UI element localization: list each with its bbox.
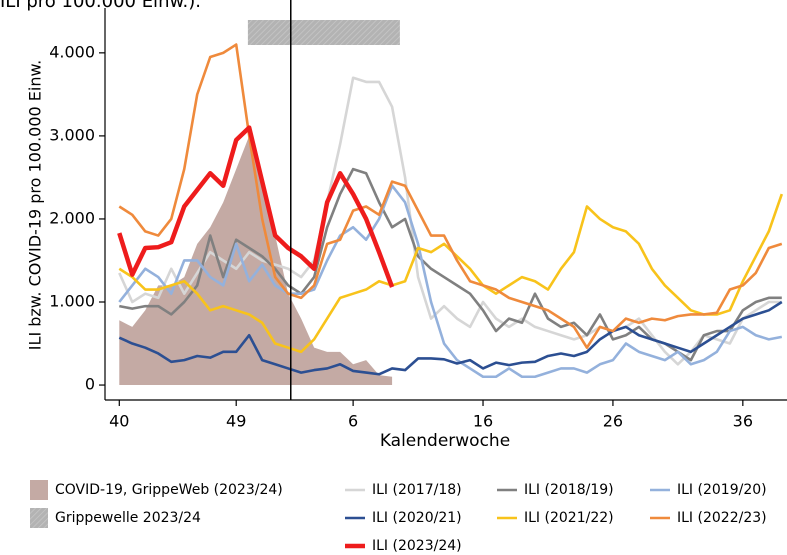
area <box>119 135 393 386</box>
legend-label: ILI (2018/19) <box>524 482 614 498</box>
line <box>118 184 783 379</box>
x-tick-label: 36 <box>733 412 753 431</box>
legend-label: ILI (2017/18) <box>372 482 462 498</box>
chart-title: ILI pro 100.000 Einw.). <box>0 0 201 12</box>
legend-label: Grippewelle 2023/24 <box>55 510 201 526</box>
legend-label: ILI (2023/24) <box>372 538 462 554</box>
legend-label: ILI (2022/23) <box>677 510 767 526</box>
legend-label: ILI (2020/21) <box>372 510 462 526</box>
line <box>119 167 782 362</box>
x-tick-label: 16 <box>473 412 493 431</box>
legend-label: ILI (2021/22) <box>524 510 614 526</box>
y-tick-label: 1.000 <box>49 292 95 311</box>
x-axis-label: Kalenderwoche <box>380 431 510 451</box>
x-tick-label: 6 <box>348 412 358 431</box>
y-tick-label: 4.000 <box>49 42 95 61</box>
x-tick-label: 40 <box>109 412 129 431</box>
y-tick-label: 2.000 <box>49 208 95 227</box>
x-tick-label: 26 <box>603 412 623 431</box>
line <box>117 125 395 288</box>
x-tick-label: 49 <box>226 412 246 431</box>
legend-label: COVID-19, GrippeWeb (2023/24) <box>55 482 283 498</box>
y-tick-label: 3.000 <box>49 125 95 144</box>
y-tick-label: 0 <box>85 375 95 394</box>
line <box>118 43 783 349</box>
legend-swatch <box>30 508 48 528</box>
line <box>118 300 783 376</box>
legend-label: ILI (2019/20) <box>677 482 767 498</box>
y-axis-label: ILI bzw. COVID-19 pro 100.000 Einw. <box>26 60 45 350</box>
legend-swatch <box>30 480 48 500</box>
band <box>247 20 400 45</box>
